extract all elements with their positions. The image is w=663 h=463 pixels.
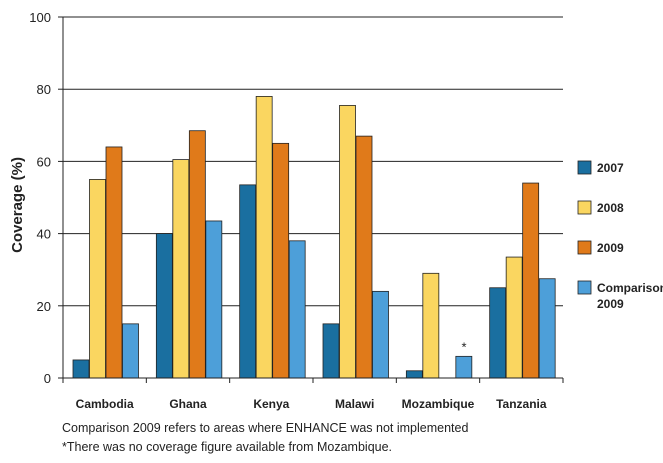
y-axis-label: Coverage (%): [9, 157, 26, 253]
bar-mozambique-2008: [422, 272, 440, 379]
bar-cambodia-comparison-2009: [122, 323, 139, 379]
bar-ghana-2008: [172, 159, 190, 379]
axes: 0 20 40 60 80 100 Cambodia Ghana Kenya Malawi Moza…: [29, 10, 564, 411]
y-tick-label-20: 20: [37, 299, 51, 314]
y-tick-label-0: 0: [44, 371, 51, 386]
legend-swatch-0: [577, 160, 592, 175]
footnote-mozambique: *There was no coverage figure available …: [62, 440, 393, 454]
bar-malawi-2007: [322, 323, 340, 379]
x-tick-label-tanzania: Tanzania: [496, 397, 547, 411]
x-tick-label-kenya: Kenya: [253, 397, 289, 411]
bar-ghana-2007: [155, 233, 173, 379]
x-tick-label-malawi: Malawi: [335, 397, 374, 411]
bar-tanzania-2009: [522, 182, 540, 379]
footnote-comparison: Comparison 2009 refers to areas where EN…: [62, 421, 469, 435]
legend-swatch-3: [577, 280, 592, 295]
bar-kenya-comparison-2009: [288, 240, 306, 379]
bar-cambodia-2007: [72, 359, 90, 379]
bar-cambodia-2009: [105, 146, 123, 379]
x-tick-label-ghana: Ghana: [169, 397, 207, 411]
bar-kenya-2008: [255, 96, 273, 379]
legend-label-3-line2: 2009: [597, 297, 624, 311]
bar-tanzania-2008: [505, 256, 523, 379]
bar-ghana-comparison-2009: [205, 220, 223, 379]
bar-tanzania-comparison-2009: [538, 278, 556, 379]
legend-label-3-line1: Comparison: [597, 281, 663, 295]
bar-malawi-comparison-2009: [372, 290, 389, 379]
bar-mozambique-2007: [405, 370, 423, 379]
legend-label-1: 2008: [597, 201, 624, 215]
gridlines: [63, 16, 563, 307]
bar-ghana-2009: [188, 130, 206, 379]
bar-cambodia-2008: [89, 179, 106, 379]
bar-kenya-2009: [272, 142, 290, 379]
x-tick-label-cambodia: Cambodia: [76, 397, 134, 411]
y-tick-label-60: 60: [37, 154, 51, 169]
legend-label-2: 2009: [597, 241, 624, 255]
y-tick-label-100: 100: [29, 10, 51, 25]
bar-mozambique-comparison-2009: [455, 355, 473, 379]
x-tick-label-mozambique: Mozambique: [402, 397, 475, 411]
bar-malawi-2009: [355, 135, 373, 379]
bars: [72, 96, 556, 379]
bar-tanzania-2007: [489, 287, 507, 379]
legend: 2007 2008 2009 Comparison 2009: [577, 160, 663, 311]
bar-kenya-2007: [239, 184, 257, 379]
bar-malawi-2008: [339, 105, 356, 379]
legend-swatch-1: [577, 200, 592, 215]
legend-label-0: 2007: [597, 161, 624, 175]
y-tick-label-80: 80: [37, 82, 51, 97]
y-tick-label-40: 40: [37, 227, 51, 242]
annotation-asterisk: *: [462, 339, 467, 354]
legend-swatch-2: [577, 240, 592, 255]
